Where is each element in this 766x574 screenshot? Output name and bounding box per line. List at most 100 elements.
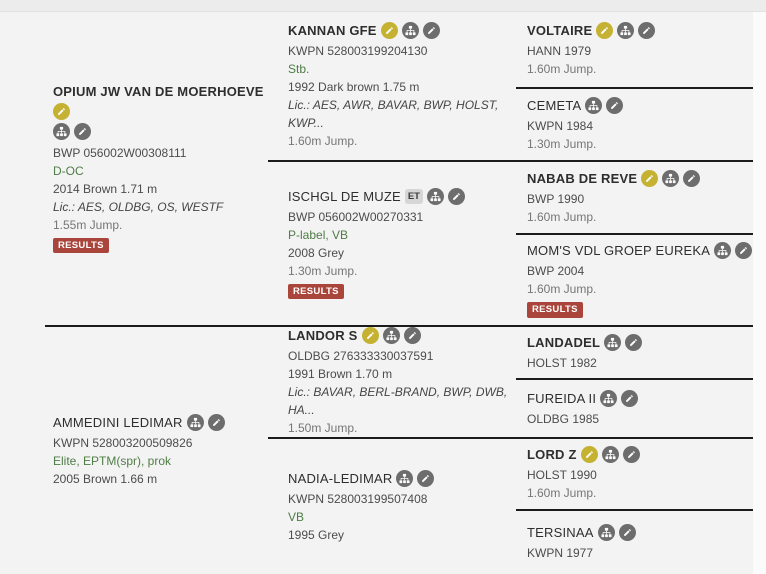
jump-level: 1.60m Jump. (288, 134, 358, 148)
pencil-icon[interactable] (638, 21, 656, 39)
pencil-icon[interactable] (422, 22, 440, 39)
jump-level: 1.60m Jump. (527, 486, 597, 500)
horse-name-link[interactable]: KANNAN GFE (288, 23, 377, 38)
horse-name-link[interactable]: FUREIDA II (527, 390, 597, 406)
approved-pencil-icon[interactable] (596, 21, 614, 39)
horse-name-link[interactable]: MOM'S VDL GROEP EUREKA (527, 243, 711, 259)
pencil-icon[interactable] (625, 333, 643, 351)
registry-id: OLDBG 1985 (527, 411, 600, 426)
pencil-icon[interactable] (606, 96, 624, 114)
approved-pencil-icon[interactable] (361, 327, 379, 344)
horse-name-link[interactable]: ISCHGL DE MUZE (288, 188, 401, 204)
pedigree-cell-sire: KANNAN GFE KWPN 528003199204130 Stb. 199… (268, 12, 516, 160)
licensing-info: Lic.: AES, AWR, BAVAR, BWP, HOLST, KWP..… (288, 98, 499, 130)
birth-info: 1991 Brown 1.70 m (288, 367, 393, 381)
family-tree-icon[interactable] (601, 446, 619, 463)
studbook-status: D-OC (53, 163, 84, 178)
horse-name-link[interactable]: VOLTAIRE (527, 22, 593, 38)
jump-level: 1.50m Jump. (288, 421, 358, 435)
horse-name-link[interactable]: AMMEDINI LEDIMAR (53, 414, 183, 430)
results-badge[interactable]: RESULTS (53, 237, 109, 254)
horse-name-link[interactable]: CEMETA (527, 97, 582, 113)
registry-id: KWPN 528003200509826 (53, 435, 193, 450)
divider-line (516, 233, 753, 235)
family-tree-icon[interactable] (401, 22, 419, 39)
licensing-info: Lic.: AES, OLDBG, OS, WESTF (53, 199, 224, 214)
family-tree-icon[interactable] (617, 21, 635, 39)
divider-line (516, 378, 753, 380)
pencil-icon[interactable] (618, 523, 636, 541)
pencil-icon[interactable] (621, 389, 639, 407)
pedigree-cell-gen3: NABAB DE REVE BWP 1990 1.60m Jump. (516, 162, 753, 233)
pedigree-cell-gen3: MOM'S VDL GROEP EUREKA BWP 2004 1.60m Ju… (516, 235, 753, 325)
family-tree-icon[interactable] (382, 327, 400, 344)
pedigree-cell-gen3: FUREIDA II OLDBG 1985 (516, 380, 753, 437)
family-tree-icon[interactable] (597, 523, 615, 541)
jump-level: 1.30m Jump. (527, 136, 597, 151)
studbook-status: Stb. (288, 62, 310, 76)
pedigree-cell-damsire: LANDOR S OLDBG 276333330037591 1991 Brow… (268, 327, 516, 437)
family-tree-icon[interactable] (714, 242, 732, 260)
pedigree-cell-gen3: LANDADEL HOLST 1982 (516, 327, 753, 378)
family-tree-icon[interactable] (426, 187, 444, 205)
family-tree-icon[interactable] (600, 389, 618, 407)
studbook-status: Elite, EPTM(spr), prok (53, 453, 172, 468)
embryo-transfer-badge: ET (404, 188, 423, 204)
birth-info: 2014 Brown 1.71 m (53, 181, 158, 196)
horse-name-link[interactable]: LORD Z (527, 447, 577, 462)
divider-line (268, 437, 753, 439)
pencil-icon[interactable] (735, 242, 753, 260)
birth-info: 2008 Grey (288, 245, 345, 260)
family-tree-icon[interactable] (53, 122, 70, 140)
pedigree-chart: OPIUM JW VAN DE MOERHOEVE BWP 056002W003… (0, 12, 766, 574)
divider-line (516, 509, 753, 511)
horse-name-link[interactable]: LANDOR S (288, 328, 358, 343)
pedigree-cell-granddam: NADIA-LEDIMAR KWPN 528003199507408 VB 19… (268, 439, 516, 574)
pencil-icon[interactable] (622, 446, 640, 463)
pencil-icon[interactable] (207, 413, 225, 431)
horse-name-link[interactable]: TERSINAA (527, 524, 594, 540)
jump-level: 1.60m Jump. (527, 61, 597, 76)
pencil-icon[interactable] (74, 122, 91, 140)
approved-pencil-icon[interactable] (380, 22, 398, 39)
approved-pencil-icon[interactable] (53, 102, 70, 120)
pedigree-cell-gen3: VOLTAIRE HANN 1979 1.60m Jump. (516, 12, 753, 87)
registry-id: KWPN 1977 (527, 545, 594, 560)
licensing-info: Lic.: BAVAR, BERL-BRAND, BWP, DWB, HA... (288, 385, 508, 417)
pencil-icon[interactable] (447, 187, 465, 205)
horse-name-link[interactable]: LANDADEL (527, 334, 601, 350)
studbook-status: P-label, VB (288, 227, 349, 242)
family-tree-icon[interactable] (585, 96, 603, 114)
divider-line (516, 87, 753, 89)
pencil-icon[interactable] (403, 327, 421, 344)
divider-line (268, 160, 753, 162)
family-tree-icon[interactable] (662, 169, 680, 187)
jump-level: 1.55m Jump. (53, 217, 123, 232)
approved-pencil-icon[interactable] (641, 169, 659, 187)
approved-pencil-icon[interactable] (580, 446, 598, 463)
family-tree-icon[interactable] (186, 413, 204, 431)
horse-name-link[interactable]: NADIA-LEDIMAR (288, 470, 393, 486)
pedigree-cell-gen3: LORD Z HOLST 1990 1.60m Jump. (516, 439, 753, 509)
registry-id: HOLST 1990 (527, 468, 597, 482)
registry-id: HOLST 1982 (527, 355, 597, 370)
jump-level: 1.30m Jump. (288, 263, 358, 278)
registry-id: BWP 056002W00270331 (288, 209, 424, 224)
horse-name-link[interactable]: NABAB DE REVE (527, 170, 638, 186)
horse-name-link[interactable]: OPIUM JW VAN DE MOERHOEVE (53, 83, 264, 99)
pedigree-cell-gen3: CEMETA KWPN 1984 1.30m Jump. (516, 89, 753, 160)
registry-id: KWPN 528003199204130 (288, 44, 428, 58)
family-tree-icon[interactable] (396, 469, 414, 487)
registry-id: OLDBG 276333330037591 (288, 349, 434, 363)
family-tree-icon[interactable] (604, 333, 622, 351)
registry-id: BWP 056002W00308111 (53, 145, 187, 160)
pencil-icon[interactable] (417, 469, 435, 487)
studbook-status: VB (288, 509, 305, 524)
pencil-icon[interactable] (683, 169, 701, 187)
registry-id: BWP 1990 (527, 191, 585, 206)
results-badge[interactable]: RESULTS (527, 302, 583, 318)
results-badge[interactable]: RESULTS (288, 283, 344, 300)
birth-info: 1992 Dark brown 1.75 m (288, 80, 420, 94)
registry-id: KWPN 528003199507408 (288, 491, 428, 506)
birth-info: 1995 Grey (288, 527, 345, 542)
